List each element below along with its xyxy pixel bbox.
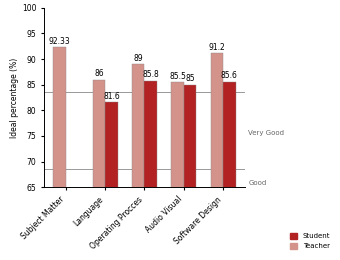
- Text: Good: Good: [248, 180, 267, 186]
- Text: 85.5: 85.5: [169, 72, 186, 81]
- Text: 92.33: 92.33: [49, 37, 70, 46]
- Text: 86: 86: [94, 69, 104, 78]
- Bar: [105, 102, 118, 260]
- Bar: [223, 82, 236, 260]
- Text: 85: 85: [185, 74, 195, 83]
- Text: 91.2: 91.2: [208, 43, 225, 52]
- Text: Very Good: Very Good: [248, 129, 284, 136]
- Text: 89: 89: [133, 54, 143, 63]
- Bar: [53, 47, 66, 260]
- Bar: [210, 53, 223, 260]
- Bar: [132, 64, 144, 260]
- Bar: [171, 82, 184, 260]
- Legend: Student, Teacher: Student, Teacher: [288, 230, 333, 252]
- Text: 81.6: 81.6: [103, 92, 120, 101]
- Text: 85.8: 85.8: [142, 70, 159, 79]
- Text: 85.6: 85.6: [221, 71, 238, 80]
- Y-axis label: Ideal percentage (%): Ideal percentage (%): [10, 57, 19, 138]
- Bar: [144, 81, 157, 260]
- Bar: [184, 85, 197, 260]
- Bar: [92, 80, 105, 260]
